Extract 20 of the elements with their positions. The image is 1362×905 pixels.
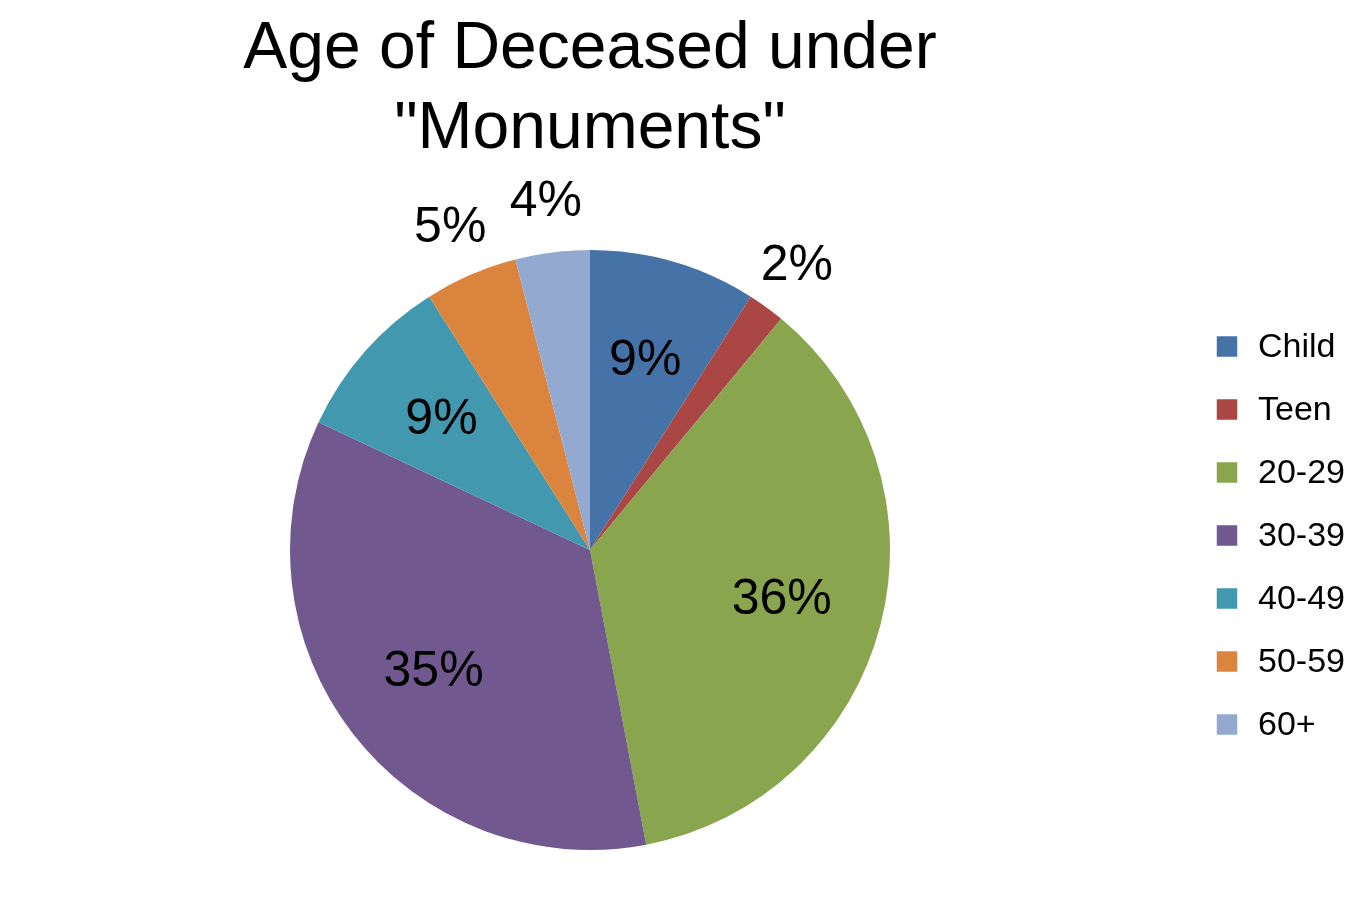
data-label: 9% [405,389,478,446]
legend-label: 50-59 [1258,640,1345,679]
chart-title: Age of Deceased under "Monuments" [243,7,937,162]
pie-slice [590,318,890,845]
data-label: 4% [509,170,583,227]
data-label: 35% [383,641,484,698]
pie-slice [318,296,590,550]
data-label: 9% [609,329,682,386]
legend-label: 20-29 [1258,451,1345,490]
legend-label: Teen [1258,388,1332,427]
data-label: 36% [731,569,832,626]
pie-slice [590,296,782,550]
legend-label: Child [1258,325,1336,364]
pie-slice [590,250,751,550]
pie-slice [515,250,590,550]
data-label: 5% [414,196,487,253]
legend-label: 60+ [1258,703,1316,742]
data-label: 2% [760,235,834,292]
legend-label: 30-39 [1258,514,1345,553]
legend-label: 40-49 [1258,577,1345,616]
